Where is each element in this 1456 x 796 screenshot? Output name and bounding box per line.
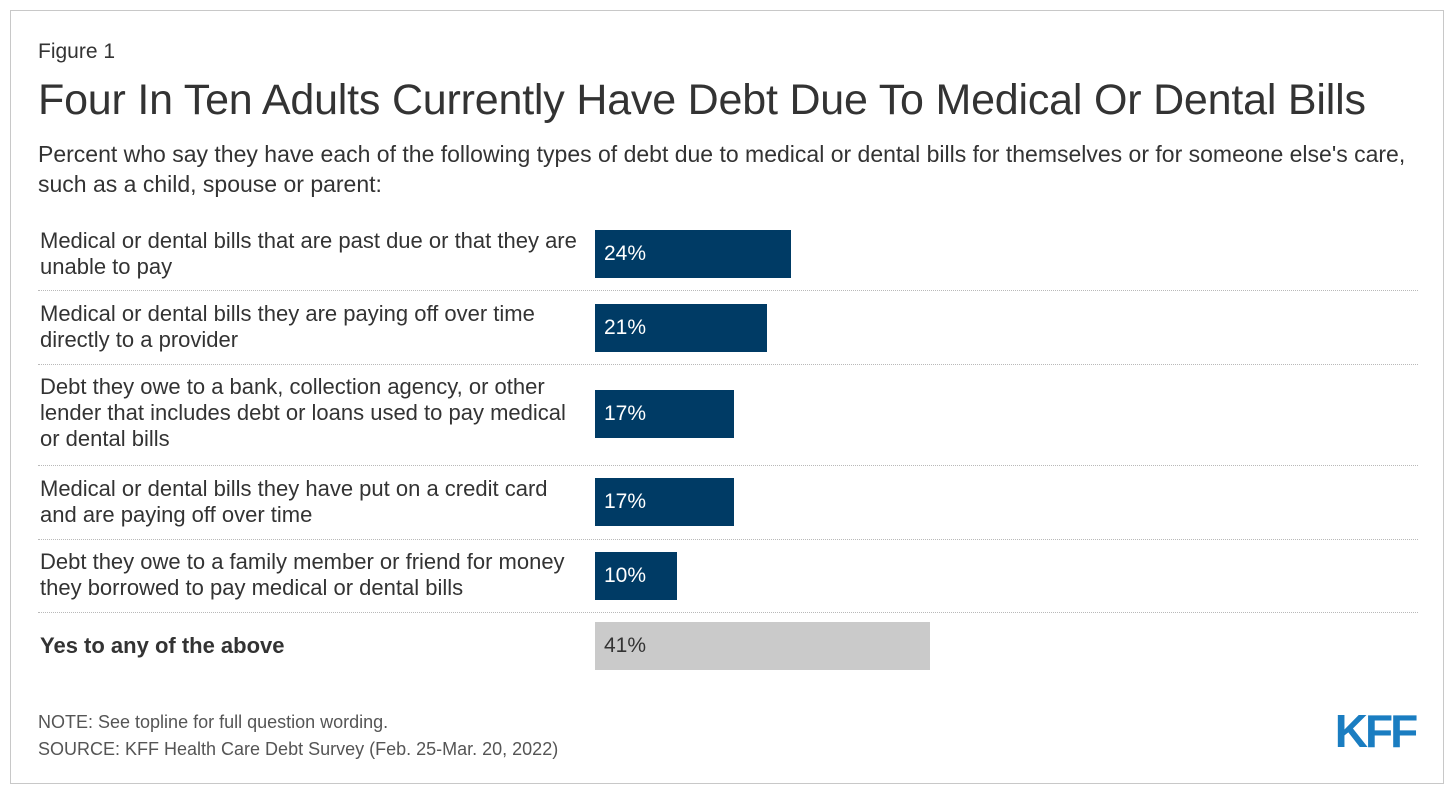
category-label: Debt they owe to a family member or frie… — [40, 549, 565, 600]
bar-value-label: 21% — [604, 316, 647, 339]
note-text: NOTE: See topline for full question word… — [38, 712, 389, 732]
row-divider — [38, 290, 1418, 291]
chart-footer: NOTE: See topline for full question word… — [38, 709, 558, 763]
chart-title: Four In Ten Adults Currently Have Debt D… — [38, 76, 1366, 124]
category-label: Medical or dental bills they are paying … — [40, 301, 535, 352]
kff-logo-text: KFF — [1335, 709, 1417, 753]
bar: 24% — [595, 230, 791, 278]
bar: 17% — [595, 478, 734, 526]
bar-value-label: 41% — [604, 634, 647, 657]
bar: 17% — [595, 390, 734, 438]
source-text: SOURCE: KFF Health Care Debt Survey (Feb… — [38, 739, 559, 759]
bar-value-label: 24% — [604, 242, 647, 265]
row-divider — [38, 364, 1418, 365]
figure-label: Figure 1 — [38, 40, 116, 63]
row-divider — [38, 465, 1418, 466]
bar: 21% — [595, 304, 767, 352]
chart-subtitle: Percent who say they have each of the fo… — [38, 141, 1406, 197]
category-label: Medical or dental bills they have put on… — [40, 476, 548, 527]
row-divider — [38, 612, 1418, 613]
row-divider — [38, 539, 1418, 540]
bar: 41% — [595, 622, 930, 670]
category-label: Medical or dental bills that are past du… — [40, 228, 577, 279]
category-label: Yes to any of the above — [40, 633, 285, 658]
figure-frame — [10, 10, 1444, 784]
category-label: Debt they owe to a bank, collection agen… — [40, 374, 566, 451]
bar-value-label: 10% — [604, 564, 647, 587]
bar-value-label: 17% — [604, 402, 647, 425]
kff-logo: KFF — [1335, 709, 1420, 753]
bar: 10% — [595, 552, 677, 600]
bar-value-label: 17% — [604, 490, 647, 513]
